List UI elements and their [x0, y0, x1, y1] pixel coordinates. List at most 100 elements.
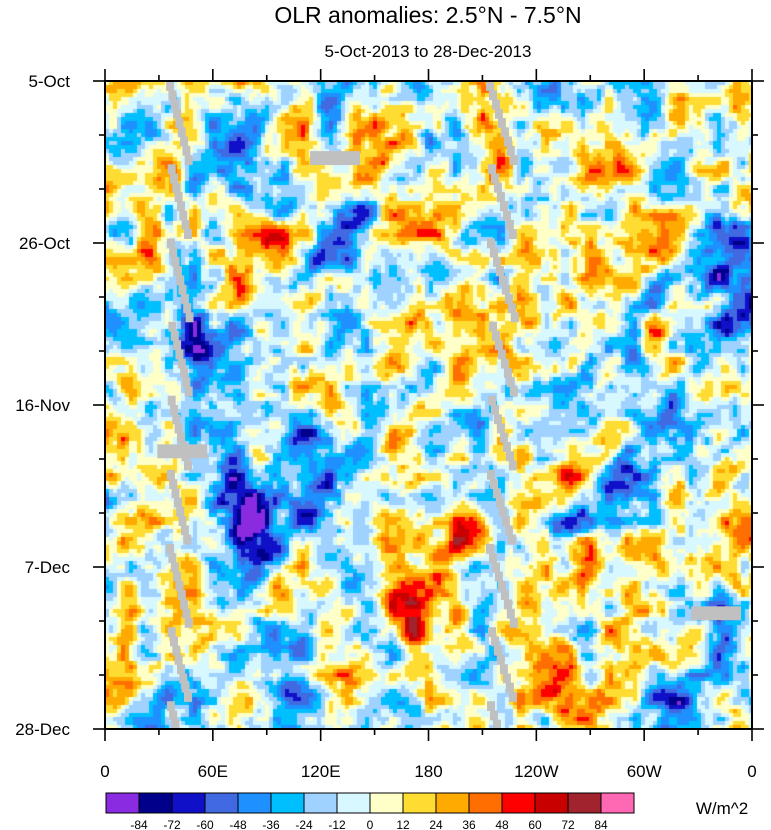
- missing-data-cell: [184, 617, 193, 628]
- missing-data-cell: [506, 145, 515, 156]
- x-tick-label: 180: [414, 762, 442, 781]
- axis-labels: 0 60E 120E 180 120W 60W 0 5-Oct 26-Oct 16-Nov 7-De…: [15, 72, 757, 781]
- missing-data-cell: [487, 701, 495, 712]
- colorbar-level-label: 48: [495, 818, 509, 830]
- chart-title: OLR anomalies: 2.5°N - 7.5°N: [274, 2, 581, 28]
- colorbar-level-label: -72: [163, 818, 181, 830]
- missing-data-cell: [184, 155, 193, 165]
- missing-data-cell: [491, 405, 499, 415]
- missing-data-cell: [172, 645, 181, 656]
- missing-data-cell: [184, 386, 193, 397]
- missing-data-cell: [170, 173, 178, 184]
- missing-data-cell: [172, 182, 181, 193]
- missing-data-cell: [180, 599, 189, 610]
- colorbar-level-label: -36: [262, 818, 280, 830]
- missing-data-cell: [488, 164, 496, 175]
- missing-data-cell: [490, 247, 498, 258]
- y-tick-label: 28-Dec: [15, 720, 70, 739]
- missing-data-cell: [487, 238, 495, 249]
- missing-data-cell: [184, 229, 192, 239]
- missing-data-cell: [491, 173, 499, 184]
- missing-data-cell: [170, 405, 178, 415]
- missing-data-cell: [502, 442, 511, 452]
- missing-data-cell: [492, 330, 500, 341]
- missing-data-cell: [505, 451, 514, 462]
- missing-data-cell: [181, 219, 190, 230]
- missing-data-cell: [496, 423, 505, 434]
- missing-data-cell: [495, 266, 504, 276]
- missing-data-cell: [177, 127, 186, 138]
- missing-data-cell: [497, 118, 506, 128]
- missing-data-cell: [505, 682, 514, 693]
- missing-data-cell: [166, 469, 175, 480]
- missing-data-cell: [489, 90, 497, 101]
- missing-data-cell: [176, 506, 185, 517]
- missing-data-cell: [509, 617, 518, 628]
- missing-data-cell: [499, 664, 508, 675]
- colorbar-swatch: [435, 792, 470, 814]
- missing-data-cell: [504, 525, 513, 536]
- missing-data-cell: [490, 479, 498, 489]
- missing-data-cell: [497, 580, 506, 591]
- x-tick-label: 0: [100, 762, 109, 781]
- missing-data-cell: [497, 349, 506, 360]
- missing-data-cell: [171, 719, 180, 729]
- missing-data-cell: [183, 303, 192, 314]
- missing-data-cell: [507, 303, 516, 314]
- missing-data-cell: [500, 358, 509, 369]
- missing-data-cell: [170, 330, 179, 341]
- missing-data-cell: [175, 118, 184, 128]
- missing-data-cell: [177, 590, 186, 600]
- colorbar-swatch: [171, 792, 206, 814]
- missing-data-cell: [504, 293, 513, 304]
- missing-data-cell: [510, 312, 519, 323]
- y-tick-label: 26-Oct: [19, 234, 70, 253]
- missing-data-cell: [176, 275, 185, 286]
- colorbar-swatch: [138, 792, 173, 814]
- missing-data-cell: [177, 432, 185, 443]
- colorbar-swatch: [501, 792, 536, 814]
- missing-data-cell: [168, 553, 177, 563]
- colorbar-swatch: [402, 792, 437, 814]
- missing-data-cell: [169, 710, 178, 721]
- missing-data-cell: [509, 155, 518, 165]
- x-tick-label: 120E: [301, 762, 341, 781]
- x-tick-label: 120W: [514, 762, 558, 781]
- missing-data-cell: [500, 127, 509, 138]
- missing-data-cell: [170, 562, 179, 573]
- missing-data-cell: [167, 627, 176, 638]
- missing-data-cell: [179, 673, 188, 684]
- missing-data-cell: [493, 414, 502, 425]
- missing-data-cell: [175, 580, 184, 591]
- missing-data-cell: [173, 340, 182, 351]
- y-tick-label: 7-Dec: [25, 558, 71, 577]
- colorbar: -84 -72 -60 -48 -36 -24 -12 0 12 24 36 48 60 72 84: [105, 792, 635, 830]
- x-tick-label: 0: [747, 762, 756, 781]
- missing-data-cell: [506, 377, 515, 388]
- y-tick-label: 16-Nov: [15, 396, 70, 415]
- missing-data-cell: [184, 692, 192, 702]
- colorbar-swatch: [468, 792, 503, 814]
- missing-data-cell: [502, 673, 511, 684]
- colorbar-level-label: -24: [295, 818, 313, 830]
- missing-data-cell: [498, 275, 507, 286]
- missing-data-cell: [499, 432, 508, 443]
- colorbar-level-label: -60: [196, 818, 214, 830]
- missing-data-cell: [506, 608, 515, 619]
- missing-data-cell: [507, 534, 516, 545]
- missing-data-cell: [166, 543, 175, 554]
- x-tick-label: 60E: [198, 762, 228, 781]
- missing-data-cell: [492, 99, 500, 110]
- missing-data-cell: [185, 312, 194, 323]
- missing-data-cell: [173, 497, 182, 508]
- chart-subtitle: 5-Oct-2013 to 28-Dec-2013: [325, 42, 532, 61]
- colorbar-level-label: 36: [462, 818, 476, 830]
- missing-data-cell: [180, 136, 189, 147]
- missing-data-cell: [175, 349, 184, 360]
- missing-data-cell: [493, 256, 501, 267]
- missing-data-cell: [170, 99, 179, 110]
- missing-data-cell: [169, 247, 178, 258]
- missing-data-cell: [498, 506, 507, 517]
- missing-data-cell: [182, 377, 191, 388]
- missing-data-cell: [177, 664, 185, 675]
